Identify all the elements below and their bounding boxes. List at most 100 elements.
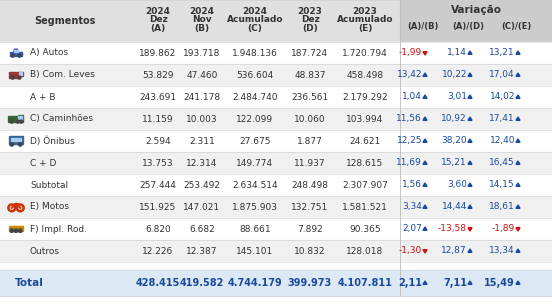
Text: A) Autos: A) Autos <box>30 48 68 58</box>
Text: 2.484.740: 2.484.740 <box>232 92 278 102</box>
Polygon shape <box>468 205 472 208</box>
Text: 27.675: 27.675 <box>239 137 270 145</box>
Text: 12.314: 12.314 <box>187 159 217 167</box>
Text: 53.829: 53.829 <box>142 70 174 80</box>
Polygon shape <box>423 52 427 55</box>
Text: 13,34: 13,34 <box>490 246 515 256</box>
Text: F) Impl. Rod.: F) Impl. Rod. <box>30 224 87 234</box>
Polygon shape <box>516 139 520 142</box>
Text: 15,49: 15,49 <box>484 278 515 288</box>
Text: 399.973: 399.973 <box>288 278 332 288</box>
Text: 1.720.794: 1.720.794 <box>342 48 388 58</box>
Text: 2024: 2024 <box>242 8 268 16</box>
Circle shape <box>10 229 13 232</box>
Text: 14,15: 14,15 <box>490 181 515 189</box>
Bar <box>400 0 552 42</box>
Text: 11.937: 11.937 <box>294 159 326 167</box>
Circle shape <box>18 54 21 57</box>
Text: B) Com. Leves: B) Com. Leves <box>30 70 95 80</box>
Text: 122.099: 122.099 <box>236 114 274 124</box>
Bar <box>0 262 552 270</box>
Text: 7.892: 7.892 <box>297 224 323 234</box>
Circle shape <box>14 229 18 232</box>
Text: 248.498: 248.498 <box>291 181 328 189</box>
Text: 24.621: 24.621 <box>349 137 381 145</box>
Polygon shape <box>423 205 427 208</box>
Bar <box>15 138 17 141</box>
Polygon shape <box>468 161 472 164</box>
Bar <box>0 174 552 196</box>
Text: 10,22: 10,22 <box>442 70 467 80</box>
Text: A + B: A + B <box>30 92 56 102</box>
Text: 16,45: 16,45 <box>490 159 515 167</box>
Text: -13,58: -13,58 <box>438 224 467 234</box>
Bar <box>14 50 15 52</box>
Bar <box>0 270 552 296</box>
Text: 458.498: 458.498 <box>347 70 384 80</box>
Polygon shape <box>516 95 520 98</box>
Text: 2.594: 2.594 <box>145 137 171 145</box>
Text: -1,30: -1,30 <box>399 246 422 256</box>
Polygon shape <box>516 161 520 164</box>
Polygon shape <box>468 139 472 142</box>
Text: 189.862: 189.862 <box>139 48 177 58</box>
Circle shape <box>10 143 13 146</box>
Polygon shape <box>468 117 472 120</box>
Text: Acumulado: Acumulado <box>227 16 283 24</box>
Bar <box>18 115 23 122</box>
Text: 13,21: 13,21 <box>490 48 515 58</box>
Text: 2.634.514: 2.634.514 <box>232 181 278 189</box>
Text: 257.444: 257.444 <box>140 181 177 189</box>
Bar <box>17 50 18 52</box>
Text: 536.604: 536.604 <box>236 70 274 80</box>
Polygon shape <box>516 51 520 54</box>
Text: 47.460: 47.460 <box>187 70 217 80</box>
Bar <box>8 117 18 122</box>
Text: Dez: Dez <box>148 16 167 24</box>
Text: 151.925: 151.925 <box>139 203 177 211</box>
Circle shape <box>18 76 21 79</box>
Text: 2024: 2024 <box>189 8 215 16</box>
Polygon shape <box>423 281 427 284</box>
Text: 1.875.903: 1.875.903 <box>232 203 278 211</box>
Polygon shape <box>516 73 520 76</box>
Text: 6.820: 6.820 <box>145 224 171 234</box>
Bar <box>19 72 23 76</box>
Text: 193.718: 193.718 <box>183 48 221 58</box>
Polygon shape <box>468 249 472 252</box>
Text: E) Motos: E) Motos <box>30 203 69 211</box>
Bar <box>9 73 19 77</box>
Text: -1,89: -1,89 <box>492 224 515 234</box>
Text: (C): (C) <box>247 24 262 34</box>
Polygon shape <box>423 250 427 253</box>
Text: 4.107.811: 4.107.811 <box>338 278 392 288</box>
Bar <box>0 0 400 42</box>
Text: Total: Total <box>15 278 44 288</box>
Text: Nov: Nov <box>192 16 212 24</box>
Polygon shape <box>423 73 427 76</box>
Text: 13.753: 13.753 <box>142 159 174 167</box>
Text: (A)/(B): (A)/(B) <box>407 21 439 30</box>
Text: 14,02: 14,02 <box>490 92 515 102</box>
Polygon shape <box>423 227 427 230</box>
Text: 1.948.136: 1.948.136 <box>232 48 278 58</box>
Polygon shape <box>468 281 472 284</box>
Text: 15,21: 15,21 <box>442 159 467 167</box>
Text: 12.226: 12.226 <box>142 246 174 256</box>
Polygon shape <box>468 51 472 54</box>
Text: 12,40: 12,40 <box>490 137 515 145</box>
Circle shape <box>10 120 13 123</box>
Polygon shape <box>423 95 427 98</box>
Text: 147.021: 147.021 <box>183 203 221 211</box>
Text: 17,04: 17,04 <box>490 70 515 80</box>
Circle shape <box>19 229 22 232</box>
Text: 1,04: 1,04 <box>402 92 422 102</box>
Polygon shape <box>468 95 472 98</box>
Text: 38,20: 38,20 <box>442 137 467 145</box>
Polygon shape <box>423 117 427 120</box>
Bar <box>10 52 22 56</box>
Text: 3,01: 3,01 <box>447 92 467 102</box>
Circle shape <box>16 120 19 123</box>
Polygon shape <box>423 161 427 164</box>
Text: 90.365: 90.365 <box>349 224 381 234</box>
